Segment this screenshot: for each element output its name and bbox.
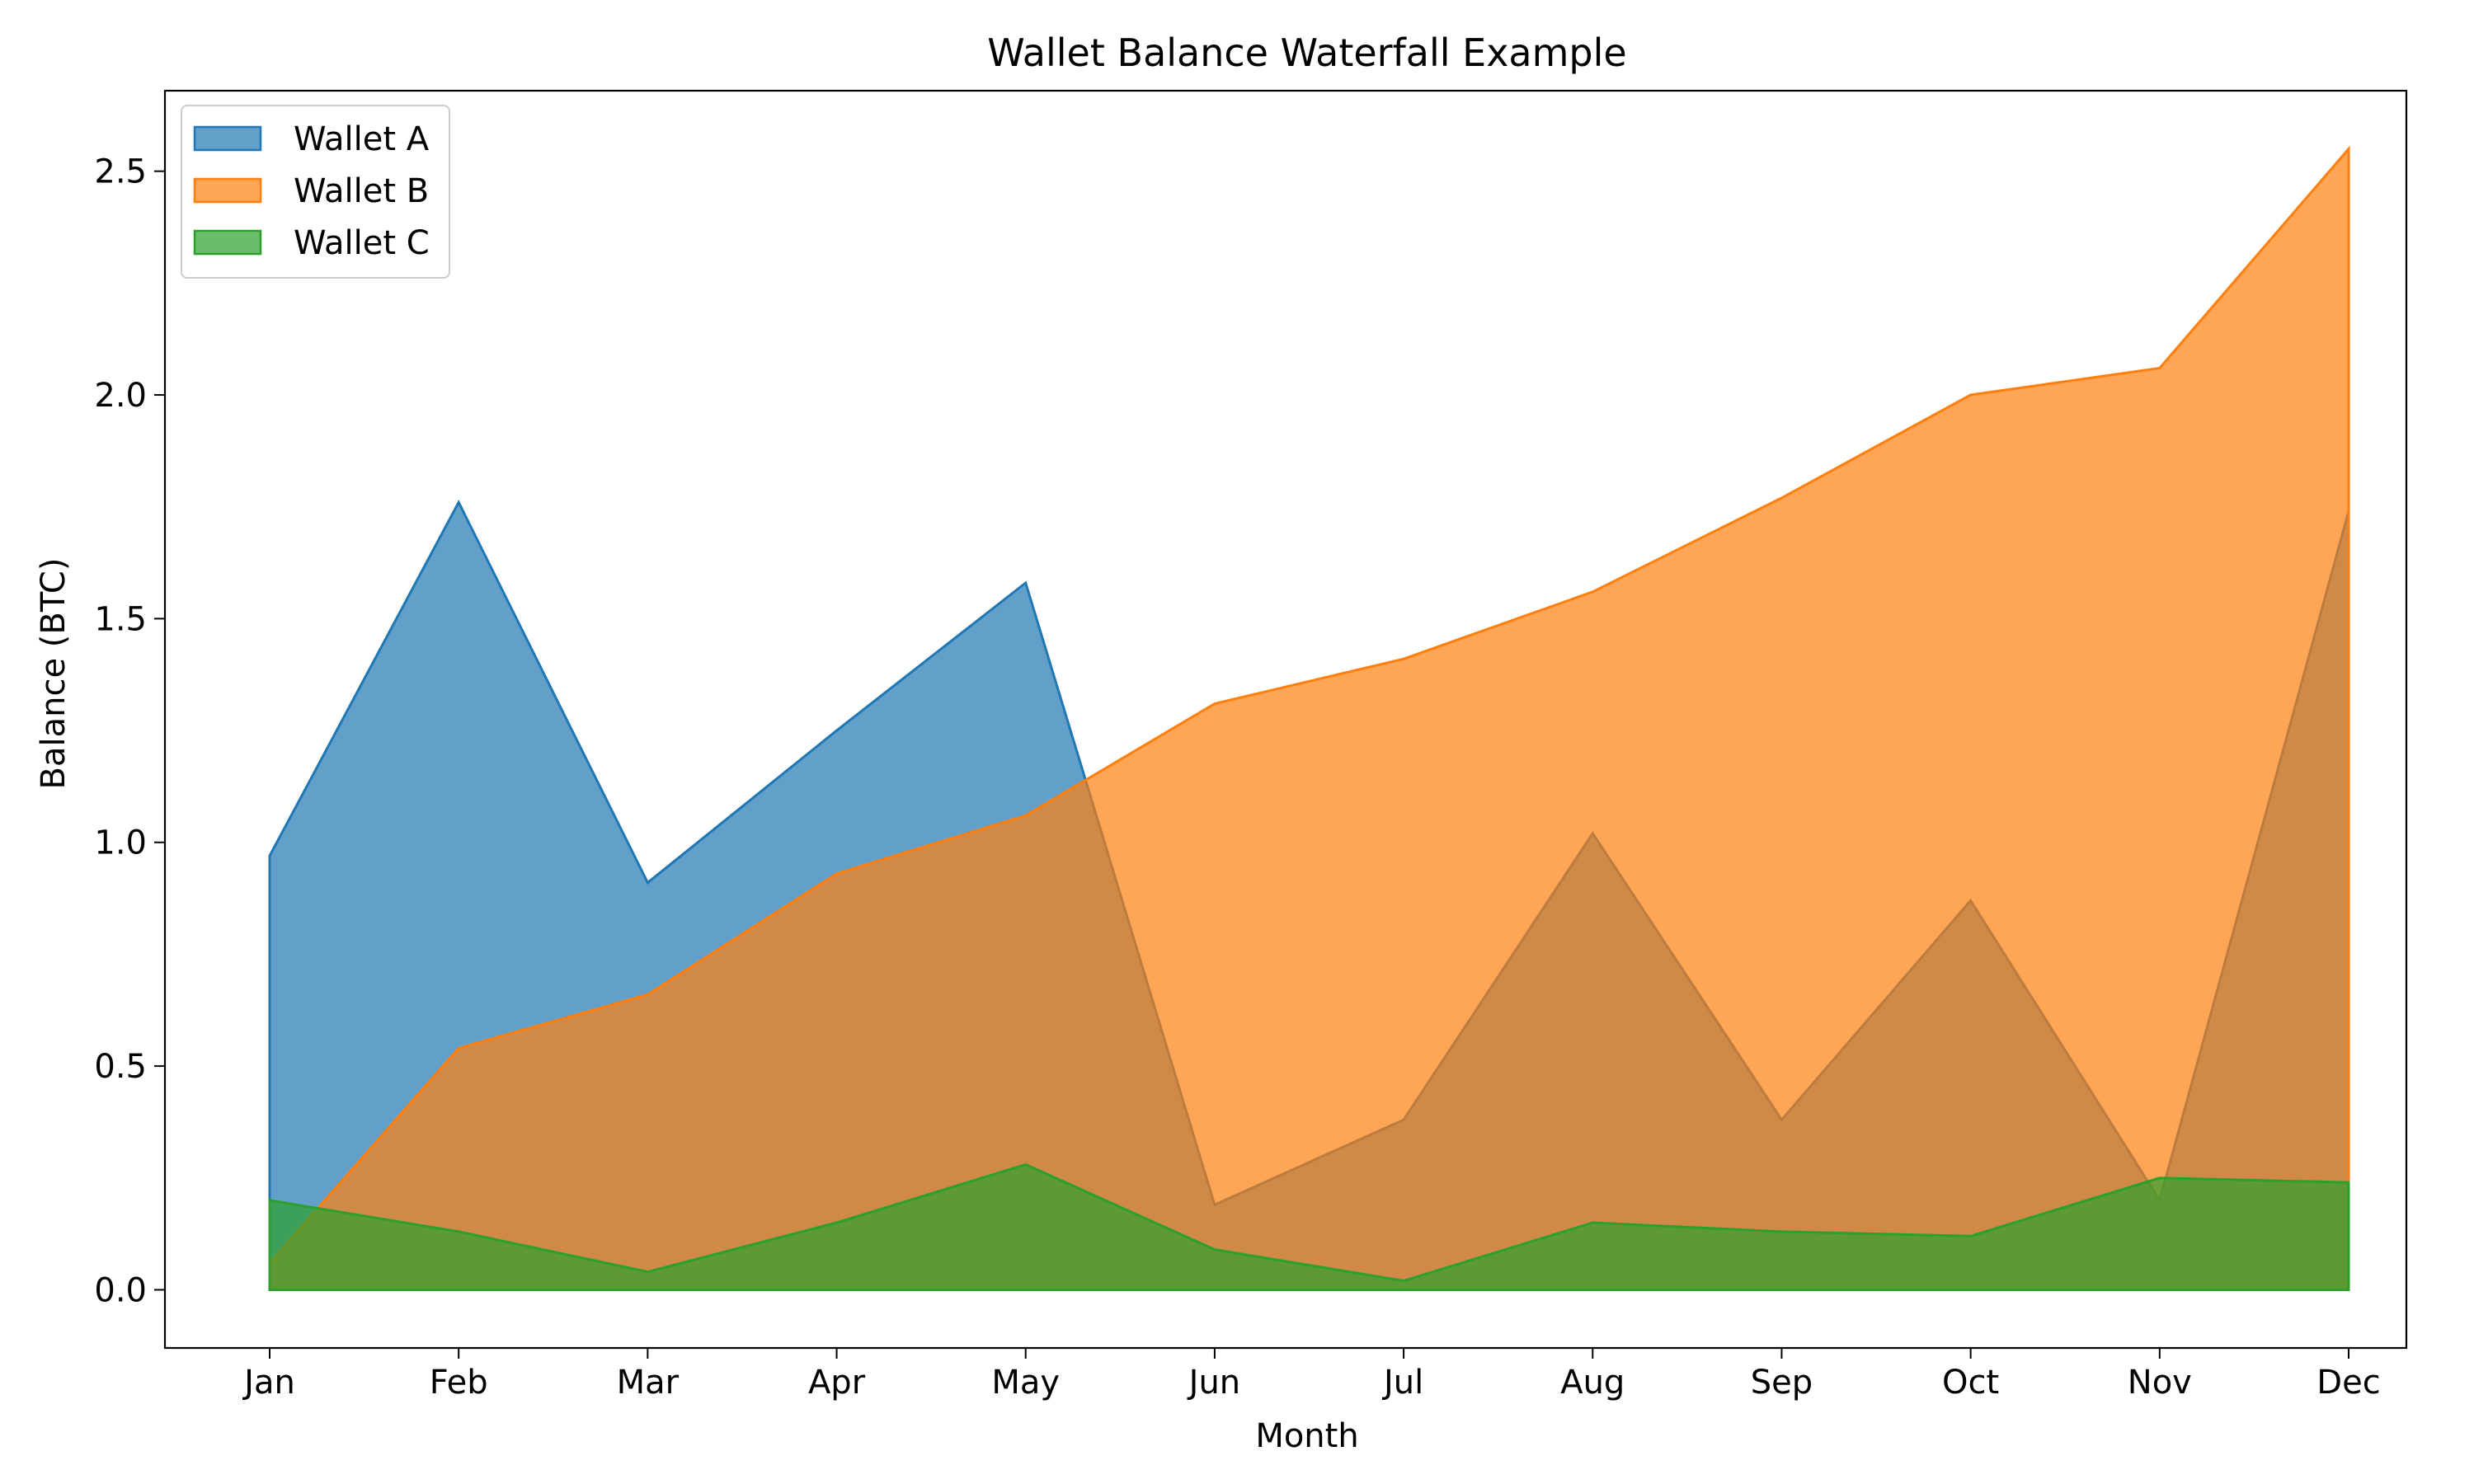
x-tick-label-feb: Feb <box>430 1364 488 1402</box>
x-tick-label-jun: Jun <box>1187 1364 1241 1402</box>
x-tick-label-oct: Oct <box>1942 1364 1999 1402</box>
x-tick-label-nov: Nov <box>2128 1364 2192 1402</box>
x-tick-label-may: May <box>991 1364 1060 1402</box>
x-tick-label-apr: Apr <box>808 1364 866 1402</box>
legend-swatch-2 <box>193 177 262 204</box>
series-layer <box>268 145 2350 1291</box>
legend-swatch-3 <box>193 229 262 256</box>
chart-title: Wallet Balance Waterfall Example <box>987 31 1626 75</box>
x-tick-label-aug: Aug <box>1560 1364 1625 1402</box>
x-axis: Jan Feb Mar Apr May Jun Jul Aug Sep Oct Nov Dec <box>242 1348 2381 1402</box>
legend-swatch-1 <box>193 125 262 152</box>
series-2 <box>268 145 2350 1291</box>
x-tick-label-jan: Jan <box>242 1364 295 1402</box>
x-tick-label-dec: Dec <box>2316 1364 2380 1402</box>
x-axis-label: Month <box>1255 1417 1358 1455</box>
x-tick-label-jul: Jul <box>1381 1364 1423 1402</box>
y-tick-label-4: 2.0 <box>94 377 147 415</box>
y-tick-label-1: 0.5 <box>94 1048 147 1086</box>
y-axis-label: Balance (BTC) <box>35 558 73 790</box>
y-tick-label-3: 1.5 <box>94 600 147 638</box>
legend-label-1: Wallet A <box>294 120 430 158</box>
x-tick-label-mar: Mar <box>617 1364 680 1402</box>
y-axis: 0.0 0.5 1.0 1.5 2.0 2.5 <box>94 153 165 1309</box>
legend: Wallet A Wallet B Wallet C <box>181 105 450 279</box>
legend-label-3: Wallet C <box>294 224 430 262</box>
x-tick-label-sep: Sep <box>1751 1364 1813 1402</box>
y-tick-label-5: 2.5 <box>94 153 147 191</box>
y-tick-label-0: 0.0 <box>94 1271 147 1309</box>
y-tick-label-2: 1.0 <box>94 824 147 862</box>
legend-label-2: Wallet B <box>294 172 429 210</box>
plot-frame <box>163 89 2408 1350</box>
series-3 <box>268 1162 2350 1291</box>
